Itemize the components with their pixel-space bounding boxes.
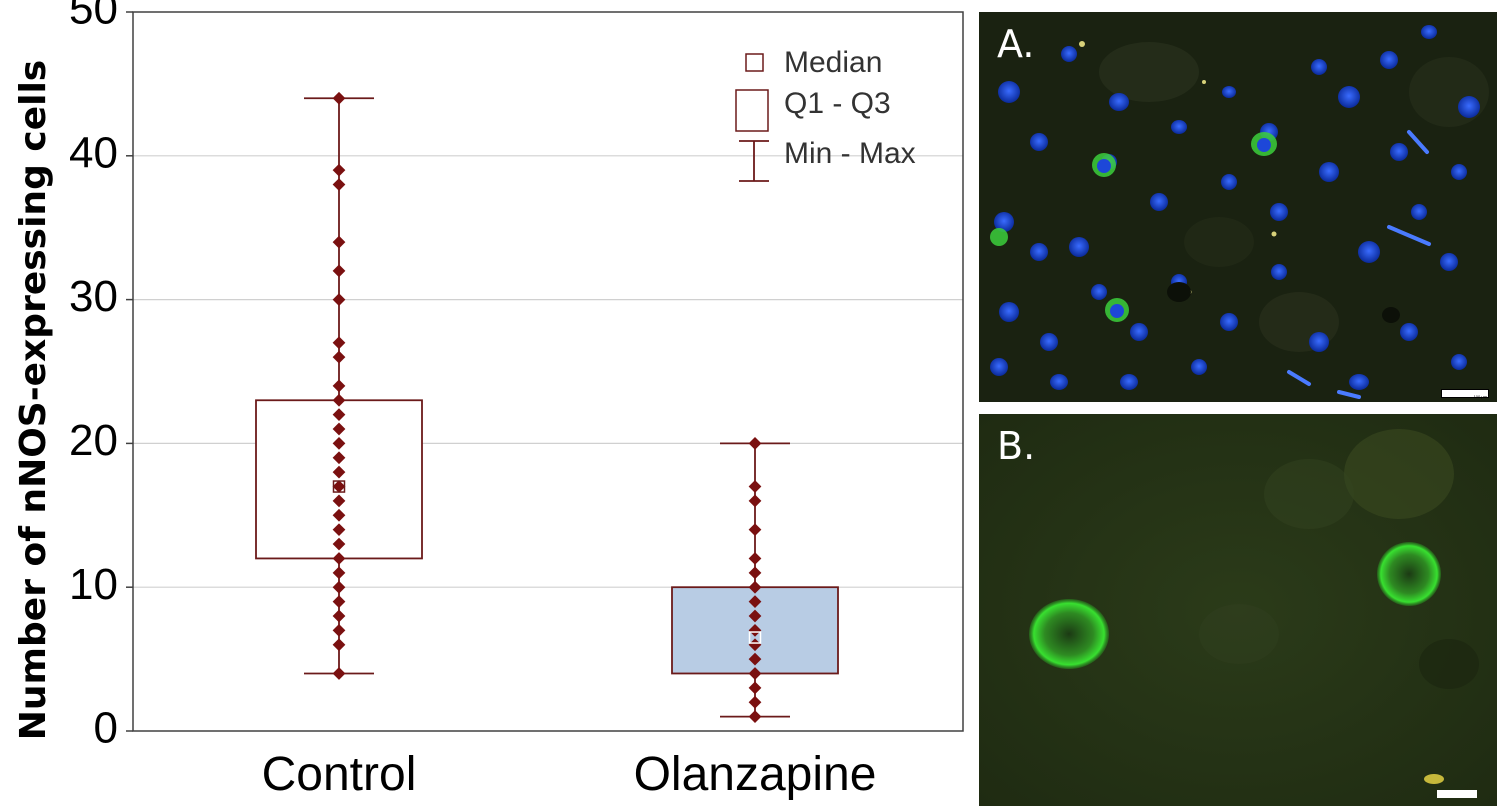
data-point xyxy=(332,393,346,407)
y-tick-label: 20 xyxy=(69,416,118,465)
panel-b-label: B. xyxy=(997,424,1036,468)
data-point xyxy=(332,480,346,493)
data-point xyxy=(748,437,762,450)
data-point xyxy=(332,465,346,479)
y-tick-label: 30 xyxy=(69,272,118,321)
data-point xyxy=(332,566,346,580)
data-point xyxy=(332,667,346,680)
median-marker xyxy=(332,480,346,493)
data-point xyxy=(332,609,346,623)
micrograph-panel-b: B. xyxy=(979,414,1497,806)
data-point xyxy=(332,422,346,436)
data-point xyxy=(748,681,762,695)
x-tick-labels: Control Olanzapine xyxy=(262,748,877,801)
micrograph-b-image xyxy=(979,414,1497,806)
data-point xyxy=(332,350,346,364)
y-tick-label: 0 xyxy=(94,704,118,753)
data-point xyxy=(332,91,346,105)
panel-a-label: A. xyxy=(997,22,1035,66)
box-plot: 0 10 20 30 40 50 Control Olanzapine Number of … xyxy=(13,0,964,801)
data-point xyxy=(332,379,346,393)
data-point xyxy=(332,235,346,249)
boxes xyxy=(255,97,839,718)
data-point xyxy=(332,293,346,306)
legend: Median Q1 - Q3 Min - Max xyxy=(735,46,916,182)
scale-bar-a-text: 100 µm xyxy=(1473,394,1487,399)
data-point xyxy=(748,695,762,709)
data-point xyxy=(332,595,346,608)
data-point xyxy=(748,523,762,537)
data-point xyxy=(332,408,346,422)
data-point xyxy=(332,178,346,191)
data-point xyxy=(748,566,762,580)
x-tick-label: Control xyxy=(262,748,417,801)
scale-bar-a xyxy=(1441,389,1489,398)
data-point xyxy=(332,451,346,465)
y-axis-label: Number of nNOS-expressing cells xyxy=(13,60,54,740)
data-point xyxy=(332,623,346,637)
y-tick-labels: 0 10 20 30 40 50 xyxy=(69,0,133,753)
median-marker xyxy=(748,631,762,644)
legend-median-icon xyxy=(745,53,764,72)
x-tick-label: Olanzapine xyxy=(634,748,877,801)
data-point xyxy=(748,552,762,565)
data-point xyxy=(748,480,762,493)
legend-whisker-icon xyxy=(739,140,769,182)
micrograph-a-image xyxy=(979,12,1497,402)
legend-box-icon xyxy=(735,89,769,132)
data-point xyxy=(332,580,346,594)
micrograph-panel-a: A. 100 µm xyxy=(979,12,1497,402)
legend-whisker-label: Min - Max xyxy=(784,137,916,170)
plot-frame xyxy=(132,11,964,732)
data-point xyxy=(332,638,346,652)
data-point xyxy=(748,710,762,723)
legend-box-label: Q1 - Q3 xyxy=(784,87,891,120)
data-point xyxy=(332,163,346,177)
scale-bar-b xyxy=(1437,790,1477,798)
data-point xyxy=(332,264,346,278)
y-tick-label: 40 xyxy=(69,128,118,177)
legend-median-label: Median xyxy=(784,46,882,79)
y-tick-label: 10 xyxy=(69,560,118,609)
data-point xyxy=(332,494,346,508)
data-point xyxy=(748,494,762,508)
y-tick-label: 50 xyxy=(69,0,118,34)
data-point xyxy=(332,437,346,450)
data-point xyxy=(332,336,346,350)
